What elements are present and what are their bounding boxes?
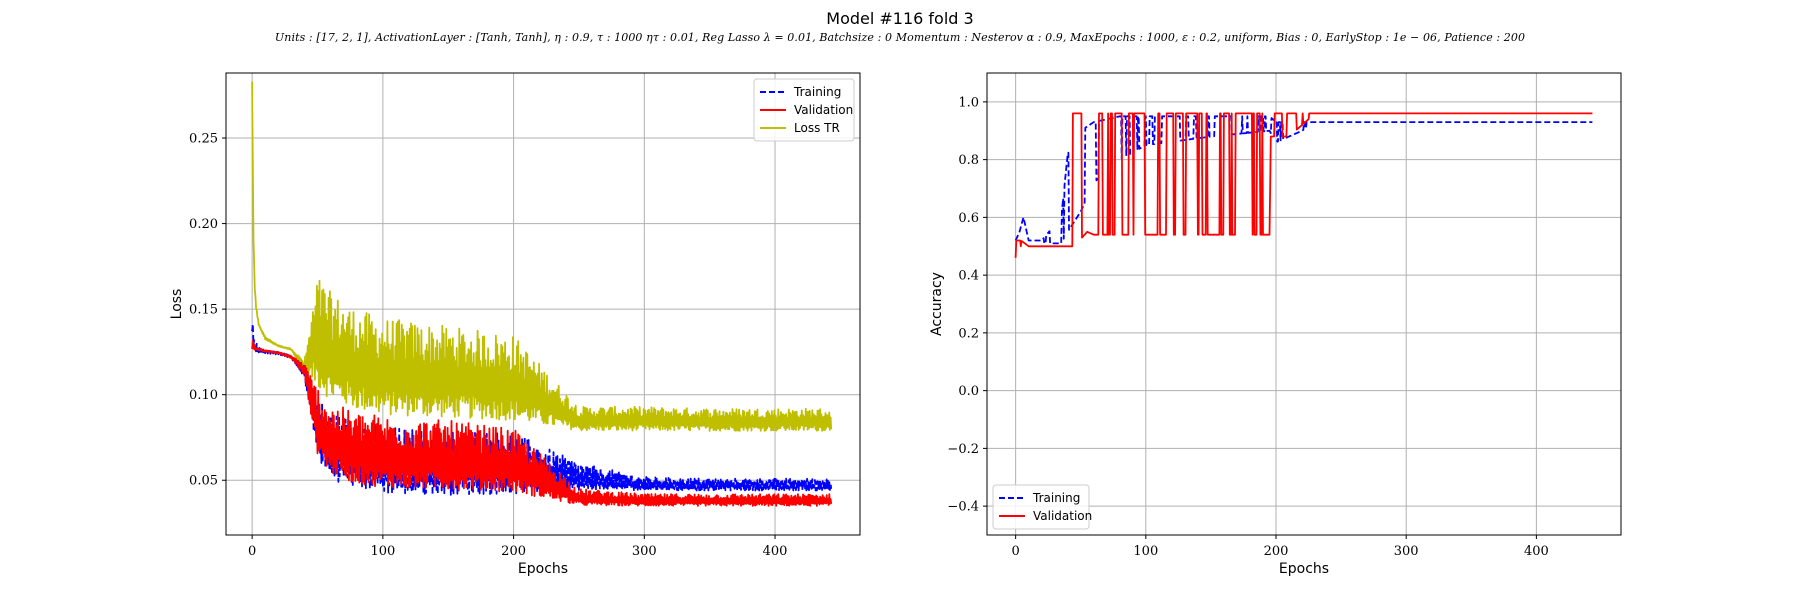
- y-tick-label: 0.25: [189, 132, 218, 147]
- y-axis-label: Accuracy: [929, 272, 945, 336]
- figure-subtitle: Units : [17, 2, 1], ActivationLayer : [T…: [274, 31, 1526, 44]
- y-tick-label: 0.15: [189, 303, 218, 318]
- y-tick-label: 0.0: [958, 384, 979, 399]
- x-tick-label: 400: [1524, 544, 1549, 559]
- y-tick-label: −0.4: [947, 500, 979, 515]
- y-tick-label: 0.05: [189, 474, 218, 489]
- legend-label: Training: [793, 85, 841, 99]
- x-tick-label: 0: [248, 544, 256, 559]
- series-layer: [251, 81, 833, 507]
- legend: Training Validation Loss TR: [753, 78, 855, 142]
- series-line-loss-tr: [251, 81, 833, 432]
- series-line-validation: [251, 339, 833, 507]
- y-tick-label: 0.20: [189, 217, 218, 232]
- x-tick-label: 100: [1133, 544, 1158, 559]
- y-tick-label: −0.2: [947, 442, 979, 457]
- figure-title: Model #116 fold 3: [826, 9, 974, 28]
- series-layer: [1014, 112, 1593, 258]
- legend-box: [753, 78, 855, 142]
- x-tick-label: 400: [763, 544, 788, 559]
- legend-label: Validation: [1033, 509, 1092, 523]
- axes-frame: [986, 72, 1622, 536]
- plot-1: 0 100 200 300 400 0.05 0.10 0.15 0.20 0.25 Epochs L…: [169, 72, 861, 577]
- y-tick-label: 1.0: [958, 95, 979, 110]
- x-tick-label: 300: [632, 544, 657, 559]
- plot-2: 0 100 200 300 400 −0.4 −0.2 0.0 0.2 0.4 0.6 0.8 1.0 E…: [929, 72, 1622, 577]
- x-tick-label: 200: [1264, 544, 1289, 559]
- axes-frame: [225, 72, 861, 536]
- y-tick-label: 0.4: [958, 269, 979, 284]
- y-axis-label: Loss: [169, 289, 185, 320]
- y-tick-label: 0.2: [958, 326, 979, 341]
- legend-label: Training: [1032, 491, 1080, 505]
- series-line-validation: [1014, 112, 1593, 258]
- x-tick-label: 300: [1394, 544, 1419, 559]
- legend-box: [992, 484, 1090, 530]
- x-tick-label: 0: [1012, 544, 1020, 559]
- y-tick-label: 0.10: [189, 388, 218, 403]
- x-tick-label: 200: [501, 544, 526, 559]
- legend-label: Validation: [794, 103, 853, 117]
- x-axis-label: Epochs: [1279, 561, 1329, 577]
- y-tick-label: 0.8: [958, 153, 979, 168]
- x-axis-label: Epochs: [518, 561, 568, 577]
- y-tick-label: 0.6: [958, 211, 979, 226]
- x-tick-label: 100: [370, 544, 395, 559]
- legend-label: Loss TR: [794, 121, 840, 135]
- legend: Training Validation: [992, 484, 1092, 530]
